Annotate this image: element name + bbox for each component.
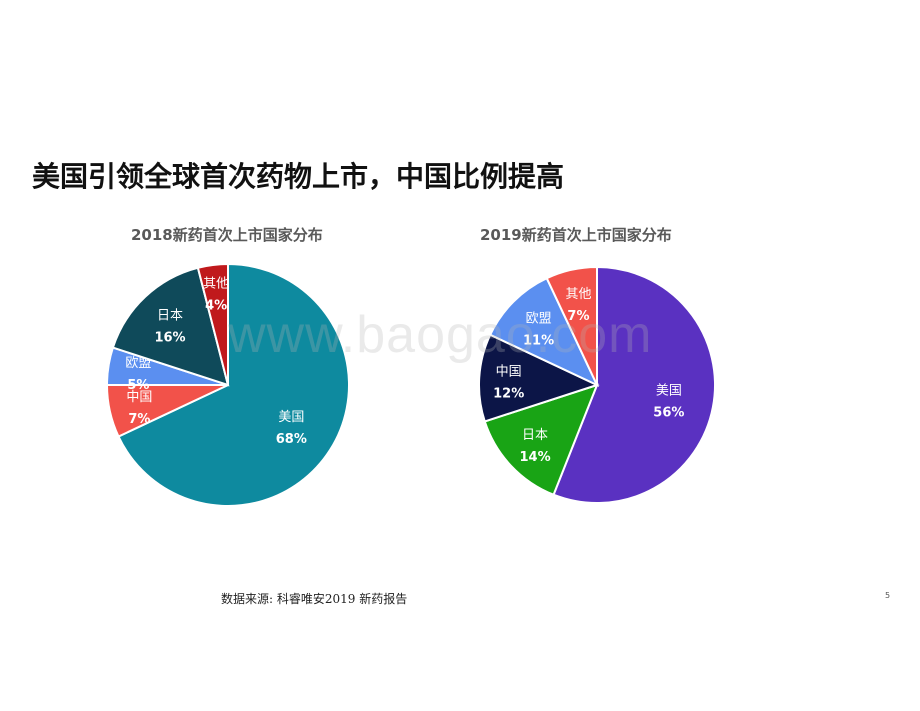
pie-slice-0-0: [117, 262, 350, 507]
slice-category-label: 欧盟: [125, 356, 151, 371]
data-source-note: 数据来源: 科睿唯安2019 新药报告: [221, 592, 408, 606]
slice-percent-label: 7%: [567, 309, 589, 324]
slice-percent-label: 5%: [127, 378, 149, 393]
slice-percent-label: 11%: [523, 334, 554, 349]
pie-slice-1-4: [545, 265, 598, 386]
slice-percent-label: 7%: [128, 412, 150, 427]
pie-slice-0-3: [111, 266, 230, 387]
slice-percent-label: 16%: [154, 330, 185, 345]
slice-category-label: 中国: [126, 390, 152, 405]
watermark: www.baogao.com: [228, 306, 653, 364]
slice-percent-label: 56%: [653, 406, 684, 421]
page-number: 5: [885, 591, 891, 600]
slice-category-label: 欧盟: [526, 312, 552, 327]
pie-slice-1-2: [478, 333, 600, 423]
slice-category-label: 美国: [278, 410, 304, 425]
pie-slice-0-4: [196, 262, 229, 386]
slice-category-label: 中国: [496, 364, 522, 379]
slice-category-label: 日本: [157, 308, 183, 323]
slice-percent-label: 14%: [520, 450, 551, 465]
slice-percent-label: 4%: [205, 298, 227, 313]
slice-category-label: 美国: [656, 384, 682, 399]
slice-percent-label: 68%: [276, 432, 307, 447]
slide-title: 美国引领全球首次药物上市，中国比例提高: [32, 160, 565, 193]
chart-title-2018: 2018新药首次上市国家分布: [131, 226, 323, 244]
pie-slice-1-0: [552, 265, 716, 504]
pie-slice-1-3: [488, 276, 600, 388]
slice-category-label: 其他: [203, 276, 229, 291]
chart-title-2019: 2019新药首次上市国家分布: [480, 226, 672, 244]
slice-category-label: 日本: [522, 428, 548, 443]
slice-percent-label: 12%: [493, 386, 524, 401]
slice-category-label: 其他: [565, 287, 591, 302]
